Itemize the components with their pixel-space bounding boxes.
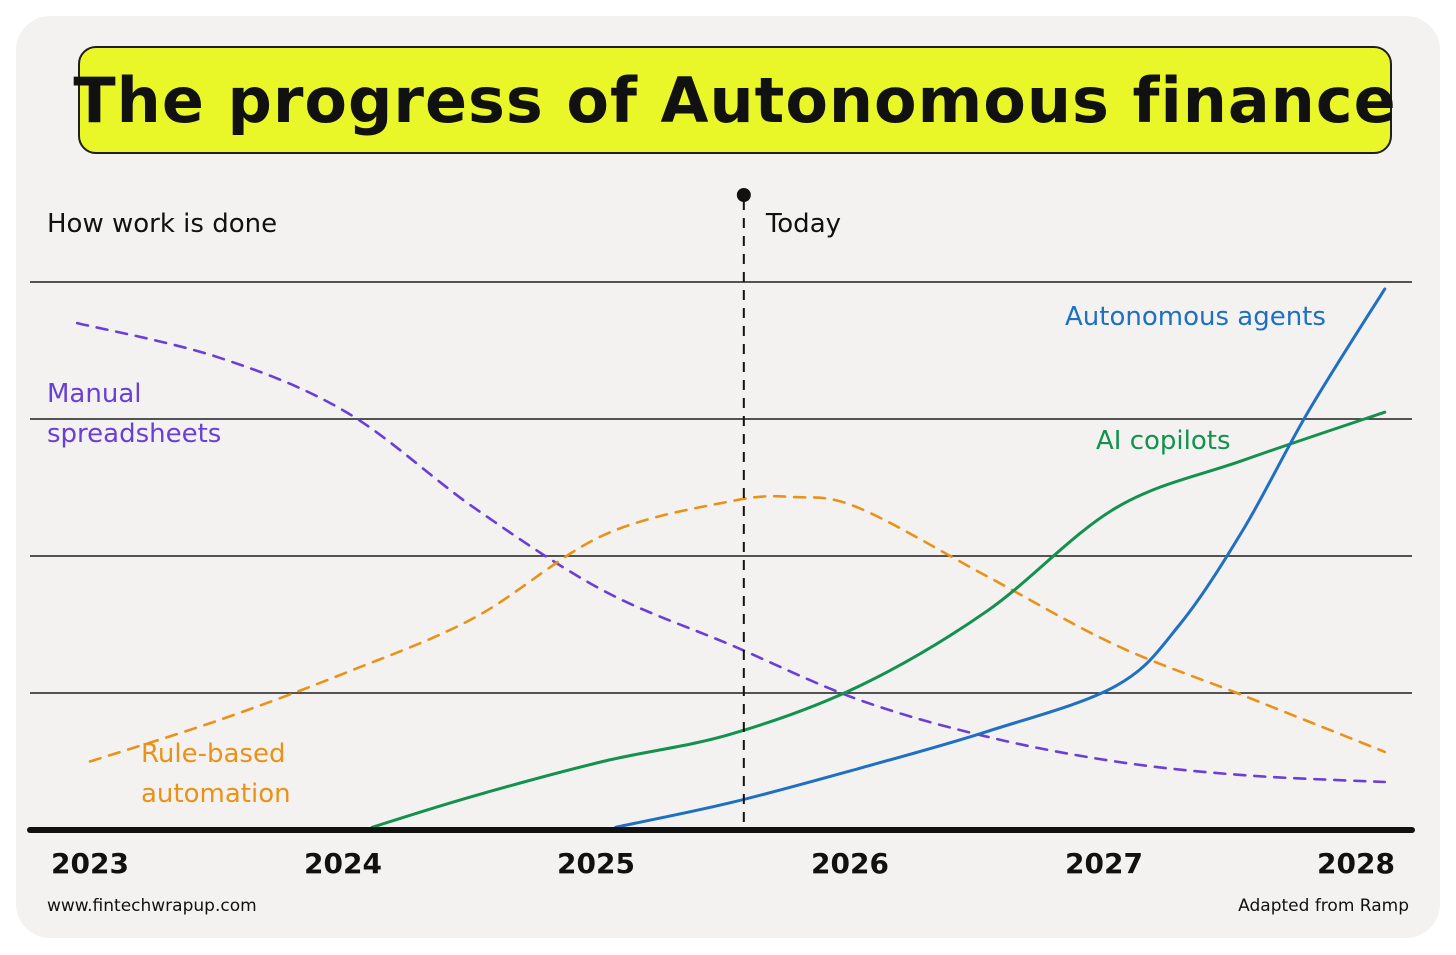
series-line-1 — [75, 321, 1387, 784]
gridlines — [30, 281, 1412, 694]
title-banner: The progress of Autonomous finance — [73, 46, 1396, 154]
chart-title: The progress of Autonomous finance — [73, 63, 1397, 137]
series-lines — [75, 287, 1387, 829]
x-tick-label: 2027 — [1065, 847, 1143, 880]
y-axis-label: How work is done — [47, 209, 277, 239]
x-tick-label: 2023 — [51, 847, 129, 880]
series-line-2 — [88, 494, 1387, 763]
series-line-3 — [370, 410, 1387, 829]
series-label-rule-based: Rule-based — [141, 739, 285, 769]
x-tick-label: 2025 — [557, 847, 635, 880]
x-tick-label: 2028 — [1317, 847, 1395, 880]
series-label-ai-copilots: AI copilots — [1096, 426, 1231, 456]
series-label-manual: Manual — [47, 379, 141, 409]
series-label-autonomous-agents: Autonomous agents — [1065, 302, 1326, 332]
series-line-4 — [614, 287, 1387, 829]
series-label-manual-2: spreadsheets — [47, 419, 221, 449]
x-axis — [27, 188, 1415, 833]
today-marker — [736, 188, 751, 202]
series-label-rule-based-2: automation — [141, 779, 291, 809]
x-tick-label: 2026 — [811, 847, 889, 880]
footer-credit: Adapted from Ramp — [1238, 896, 1409, 916]
footer-source: www.fintechwrapup.com — [47, 896, 257, 916]
chart-labels: Today How work is done 2023 2024 2025 2026 202… — [47, 209, 1409, 916]
chart-card — [16, 16, 1440, 938]
x-tick-label: 2024 — [304, 847, 382, 880]
today-label: Today — [765, 209, 841, 239]
